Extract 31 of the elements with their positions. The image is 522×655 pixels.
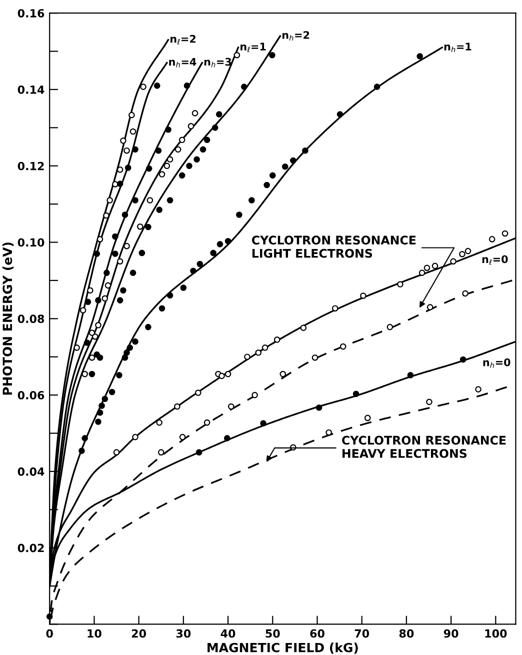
x-tick-label: 40: [220, 629, 236, 638]
y-tick-label: 0.02: [18, 544, 44, 552]
x-tick-label: 20: [132, 629, 146, 638]
x-tick-label: 90: [444, 629, 458, 638]
x-axis-title: MAGNETIC FIELD (kG): [208, 642, 358, 654]
y-tick-label: 0.16: [18, 9, 44, 18]
series-label: n$_{h}$=2: [282, 31, 310, 41]
y-tick-label: 0.12: [18, 162, 44, 170]
y-tick-label: 0.14: [18, 85, 44, 94]
x-tick-label: 100: [485, 629, 507, 638]
y-axis-title: PHOTON ENERGY (eV): [2, 242, 14, 395]
x-tick-label: 70: [354, 629, 370, 638]
y-tick-label: 0.04: [18, 467, 44, 476]
series-label: n$_{ℓ}$=2: [170, 34, 196, 44]
x-tick-label: 50: [266, 629, 280, 638]
series-label: n$_{ℓ}$=0: [482, 255, 508, 265]
series-label: n$_{h}$=3: [204, 58, 232, 68]
x-tick-label: 30: [176, 629, 191, 638]
series-label: n$_{h}$=0: [483, 358, 510, 368]
series-label: n$_{h}$=1: [444, 42, 472, 52]
y-tick-label: 0.06: [18, 391, 44, 400]
y-tick-label: 0.10: [18, 238, 44, 247]
x-tick-label: 80: [399, 629, 414, 638]
x-tick-label: 60: [310, 629, 324, 638]
annotation: CYCLOTRON RESONANCE HEAVY ELECTRONS: [342, 436, 506, 458]
annotation: CYCLOTRON RESONANCE LIGHT ELECTRONS: [252, 236, 416, 258]
series-label: n$_{ℓ}$=1: [240, 42, 266, 52]
x-tick-label: 0: [46, 629, 53, 638]
x-tick-label: 10: [88, 629, 102, 638]
y-tick-label: 0.08: [18, 314, 44, 324]
series-label: n$_{h}$=4: [169, 58, 196, 68]
